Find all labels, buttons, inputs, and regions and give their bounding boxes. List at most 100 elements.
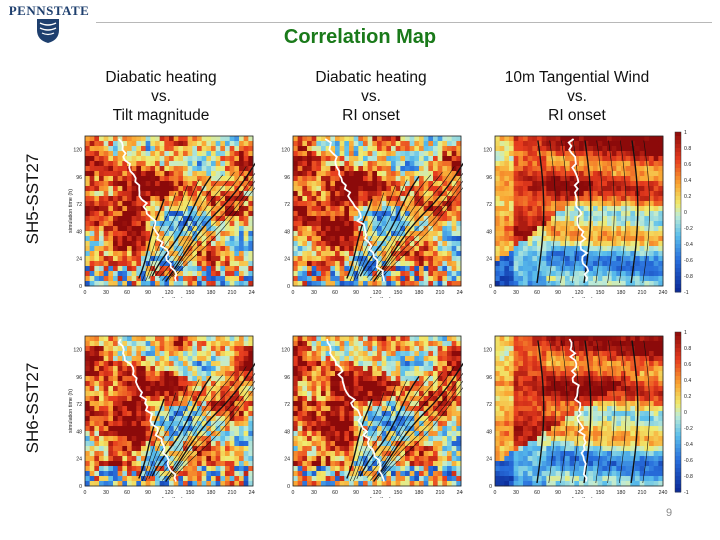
heatmap-cell [409, 201, 415, 207]
heatmap-cell [523, 151, 529, 157]
heatmap-cell [155, 166, 161, 172]
heatmap-cell [99, 461, 105, 467]
heatmap-cell [344, 276, 350, 282]
heatmap-cell [85, 366, 91, 372]
heatmap-cell [155, 376, 161, 382]
heatmap-cell [229, 461, 235, 467]
heatmap-cell [349, 136, 355, 142]
heatmap-cell [344, 371, 350, 377]
heatmap-cell [155, 281, 161, 287]
heatmap-cell [541, 261, 547, 267]
heatmap-cell [103, 336, 109, 342]
heatmap-cell [363, 186, 369, 192]
heatmap-cell [103, 181, 109, 187]
heatmap-cell [229, 381, 235, 387]
heatmap-cell [150, 281, 156, 287]
colorbar-tick-label: 0 [684, 210, 687, 216]
heatmap-cell [103, 371, 109, 377]
heatmap-cell [555, 271, 561, 277]
heatmap-cell [169, 216, 175, 222]
heatmap-cell [555, 201, 561, 207]
heatmap-cell [131, 281, 137, 287]
heatmap-cell [293, 191, 299, 197]
heatmap-cell [145, 211, 151, 217]
heatmap-cell [349, 191, 355, 197]
heatmap-cell [518, 161, 524, 167]
heatmap-cell [159, 171, 165, 177]
heatmap-cell [437, 196, 443, 202]
heatmap-cell [159, 176, 165, 182]
heatmap-cell [234, 346, 240, 352]
heatmap-cell [164, 221, 170, 227]
heatmap-cell [178, 351, 184, 357]
heatmap-cell [211, 446, 217, 452]
heatmap-cell [297, 386, 303, 392]
heatmap-cell [321, 266, 327, 272]
heatmap-cell [131, 196, 137, 202]
heatmap-cell [433, 176, 439, 182]
heatmap-cell [297, 201, 303, 207]
heatmap-cell [607, 196, 613, 202]
heatmap-cell [113, 361, 119, 367]
heatmap-cell [117, 436, 123, 442]
heatmap-cell [239, 461, 245, 467]
heatmap-cell [579, 171, 585, 177]
heatmap-cell [225, 361, 231, 367]
heatmap-cell [499, 256, 505, 262]
heatmap-cell [386, 236, 392, 242]
heatmap-cell [353, 186, 359, 192]
heatmap-cell [442, 141, 448, 147]
heatmap-cell [349, 426, 355, 432]
heatmap-cell [169, 426, 175, 432]
heatmap-cell [593, 276, 599, 282]
heatmap-cell [173, 336, 179, 342]
heatmap-cell [122, 436, 128, 442]
heatmap-cell [330, 166, 336, 172]
heatmap-cell [187, 401, 193, 407]
heatmap-cell [85, 266, 91, 272]
heatmap-cell [94, 166, 100, 172]
heatmap-cell [197, 246, 203, 252]
heatmap-cell [113, 386, 119, 392]
heatmap-cell [593, 161, 599, 167]
heatmap-cell [85, 211, 91, 217]
heatmap-cell [225, 206, 231, 212]
heatmap-cell [611, 136, 617, 142]
heatmap-cell [607, 176, 613, 182]
heatmap-cell [451, 251, 457, 257]
heatmap-cell [297, 151, 303, 157]
y-tick-label: 120 [483, 148, 492, 154]
heatmap-cell [409, 241, 415, 247]
heatmap-cell [141, 196, 147, 202]
heatmap-cell [409, 196, 415, 202]
heatmap-cell [518, 166, 524, 172]
heatmap-cell [297, 341, 303, 347]
y-tick-label: 0 [489, 284, 492, 290]
heatmap-cell [358, 191, 364, 197]
heatmap-cell [414, 211, 420, 217]
heatmap-cell [192, 276, 198, 282]
heatmap-cell [169, 136, 175, 142]
heatmap-cell [321, 376, 327, 382]
heatmap-cell [616, 191, 622, 197]
heatmap-cell [560, 231, 566, 237]
heatmap-cell [197, 466, 203, 472]
heatmap-cell [546, 146, 552, 152]
heatmap-cell [456, 241, 462, 247]
heatmap-cell [220, 281, 226, 287]
heatmap-cell [447, 151, 453, 157]
heatmap-cell [339, 466, 345, 472]
heatmap-cell [136, 371, 142, 377]
heatmap-cell [625, 171, 631, 177]
heatmap-cell [546, 176, 552, 182]
heatmap-cell [442, 236, 448, 242]
heatmap-cell [229, 201, 235, 207]
heatmap-cell [302, 441, 308, 447]
heatmap-cell [94, 476, 100, 482]
heatmap-cell [335, 281, 341, 287]
heatmap-cell [509, 251, 515, 257]
heatmap-cell [607, 186, 613, 192]
heatmap-cell [243, 221, 249, 227]
tracer-line [117, 338, 177, 482]
heatmap-cell [150, 461, 156, 467]
